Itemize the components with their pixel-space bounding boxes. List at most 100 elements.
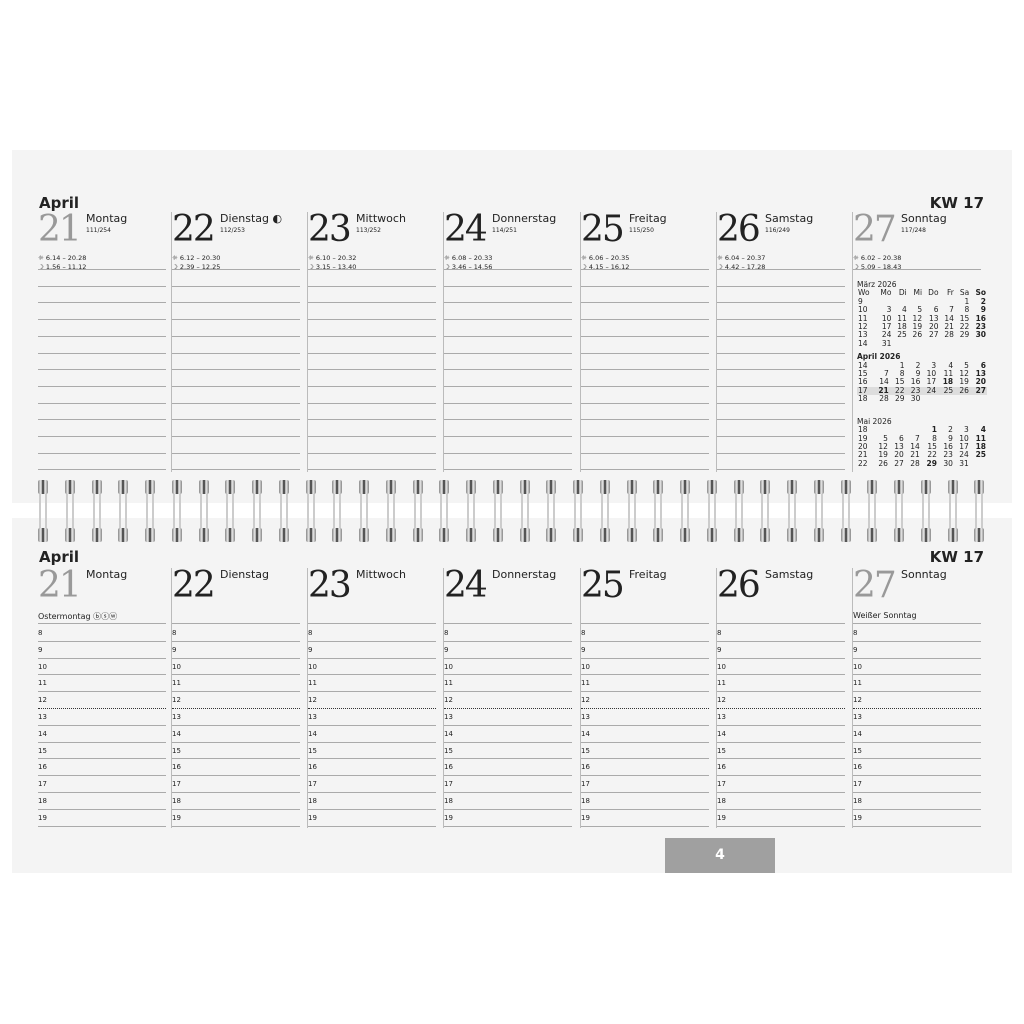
hour-slot[interactable]: 10 bbox=[717, 659, 845, 676]
hour-slot[interactable]: 17 bbox=[444, 776, 572, 793]
hour-slot[interactable]: 17 bbox=[308, 776, 436, 793]
hour-slot[interactable]: 11 bbox=[581, 675, 709, 693]
hour-slot[interactable]: 13 bbox=[38, 709, 166, 726]
hour-slot[interactable]: 15 bbox=[38, 743, 166, 760]
calendar-day[interactable]: 29 bbox=[895, 394, 905, 404]
calendar-day[interactable]: 17 bbox=[881, 322, 892, 332]
calendar-day[interactable]: 23 bbox=[975, 322, 986, 332]
hour-slot[interactable]: 12 bbox=[172, 692, 300, 709]
calendar-day[interactable]: 19 bbox=[959, 377, 969, 387]
calendar-day[interactable]: 13 bbox=[975, 369, 986, 379]
calendar-day[interactable]: 24 bbox=[881, 330, 892, 340]
hour-slot[interactable]: 15 bbox=[853, 743, 981, 760]
hour-slot[interactable]: 17 bbox=[172, 776, 300, 793]
calendar-day[interactable]: 31 bbox=[881, 338, 892, 348]
hour-slot[interactable]: 19 bbox=[581, 810, 709, 827]
hour-slot[interactable]: 17 bbox=[581, 776, 709, 793]
calendar-day[interactable]: 6 bbox=[933, 305, 939, 315]
hour-slot[interactable]: 11 bbox=[444, 675, 572, 693]
hour-slot[interactable]: 9 bbox=[444, 642, 572, 659]
hour-slot[interactable]: 12 bbox=[308, 692, 436, 709]
calendar-day[interactable]: 2 bbox=[980, 296, 986, 306]
hour-slot[interactable]: 8 bbox=[38, 625, 166, 642]
hour-slot[interactable]: 11 bbox=[853, 675, 981, 693]
calendar-day[interactable]: 19 bbox=[878, 450, 888, 460]
calendar-day[interactable]: 29 bbox=[926, 458, 937, 468]
hour-slot[interactable]: 12 bbox=[38, 692, 166, 709]
hour-slot[interactable]: 16 bbox=[38, 759, 166, 777]
calendar-day[interactable]: 7 bbox=[914, 433, 920, 443]
calendar-day[interactable]: 16 bbox=[975, 313, 986, 323]
hour-slot[interactable]: 8 bbox=[172, 625, 300, 642]
calendar-day[interactable]: 21 bbox=[872, 386, 890, 396]
calendar-day[interactable]: 16 bbox=[910, 377, 921, 387]
hour-slot[interactable]: 8 bbox=[581, 625, 709, 642]
calendar-day[interactable]: 15 bbox=[959, 313, 970, 323]
calendar-day[interactable]: 4 bbox=[980, 425, 986, 435]
calendar-day[interactable]: 25 bbox=[897, 330, 907, 340]
hour-slot[interactable]: 11 bbox=[308, 675, 436, 693]
hour-slot[interactable]: 10 bbox=[38, 659, 166, 676]
hour-slot[interactable]: 14 bbox=[581, 726, 709, 743]
hour-slot[interactable]: 11 bbox=[38, 675, 166, 693]
hour-slot[interactable]: 12 bbox=[717, 692, 845, 709]
hour-slot[interactable]: 9 bbox=[853, 642, 981, 659]
hour-slot[interactable]: 12 bbox=[444, 692, 572, 709]
hour-slot[interactable]: 18 bbox=[172, 793, 300, 810]
hour-slot[interactable]: 9 bbox=[717, 642, 845, 659]
hour-slot[interactable]: 15 bbox=[581, 743, 709, 760]
hour-slot[interactable]: 14 bbox=[717, 726, 845, 743]
calendar-day[interactable]: 16 bbox=[943, 441, 953, 451]
calendar-day[interactable]: 15 bbox=[895, 377, 905, 387]
calendar-day[interactable]: 11 bbox=[943, 369, 954, 379]
hour-slot[interactable]: 19 bbox=[308, 810, 436, 827]
hour-slot[interactable]: 12 bbox=[853, 692, 981, 709]
hour-slot[interactable]: 14 bbox=[308, 726, 436, 743]
calendar-day[interactable]: 3 bbox=[931, 360, 937, 370]
hour-slot[interactable]: 8 bbox=[717, 625, 845, 642]
calendar-day[interactable]: 10 bbox=[881, 313, 892, 323]
hour-slot[interactable]: 19 bbox=[717, 810, 845, 827]
hour-slot[interactable]: 18 bbox=[444, 793, 572, 810]
hour-slot[interactable]: 15 bbox=[717, 743, 845, 760]
hour-slot[interactable]: 9 bbox=[581, 642, 709, 659]
hour-slot[interactable]: 19 bbox=[172, 810, 300, 827]
calendar-day[interactable]: 17 bbox=[959, 441, 969, 451]
calendar-day[interactable]: 5 bbox=[917, 305, 923, 315]
hour-slot[interactable]: 8 bbox=[444, 625, 572, 642]
hour-slot[interactable]: 13 bbox=[308, 709, 436, 726]
hour-slot[interactable]: 17 bbox=[717, 776, 845, 793]
calendar-day[interactable]: 30 bbox=[943, 458, 953, 468]
hour-slot[interactable]: 10 bbox=[172, 659, 300, 676]
calendar-day[interactable]: 14 bbox=[944, 313, 954, 323]
hour-slot[interactable]: 16 bbox=[717, 759, 845, 777]
hour-slot[interactable]: 14 bbox=[853, 726, 981, 743]
calendar-day[interactable]: 28 bbox=[910, 458, 920, 468]
calendar-day[interactable]: 20 bbox=[929, 322, 939, 332]
hour-slot[interactable]: 17 bbox=[38, 776, 166, 793]
calendar-day[interactable]: 22 bbox=[927, 450, 937, 460]
calendar-day[interactable]: 3 bbox=[886, 305, 892, 315]
calendar-day[interactable]: 18 bbox=[897, 322, 907, 332]
calendar-day[interactable]: 27 bbox=[929, 330, 939, 340]
calendar-day[interactable]: 24 bbox=[959, 450, 969, 460]
hour-slot[interactable]: 18 bbox=[38, 793, 166, 810]
calendar-day[interactable]: 5 bbox=[883, 433, 888, 443]
calendar-day[interactable]: 3 bbox=[964, 425, 969, 435]
calendar-day[interactable]: 26 bbox=[878, 458, 888, 468]
hour-slot[interactable]: 18 bbox=[581, 793, 709, 810]
hour-slot[interactable]: 15 bbox=[308, 743, 436, 760]
hour-slot[interactable]: 19 bbox=[444, 810, 572, 827]
hour-slot[interactable]: 14 bbox=[172, 726, 300, 743]
calendar-day[interactable]: 31 bbox=[959, 458, 969, 468]
calendar-day[interactable]: 17 bbox=[926, 377, 937, 387]
calendar-day[interactable]: 2 bbox=[915, 360, 921, 370]
calendar-day[interactable]: 22 bbox=[889, 386, 906, 396]
calendar-day[interactable]: 12 bbox=[878, 441, 888, 451]
hour-slot[interactable]: 9 bbox=[38, 642, 166, 659]
calendar-day[interactable]: 1 bbox=[964, 296, 970, 306]
hour-slot[interactable]: 8 bbox=[308, 625, 436, 642]
hour-slot[interactable]: 14 bbox=[444, 726, 572, 743]
calendar-day[interactable]: 15 bbox=[927, 441, 937, 451]
calendar-day[interactable]: 1 bbox=[899, 360, 905, 370]
